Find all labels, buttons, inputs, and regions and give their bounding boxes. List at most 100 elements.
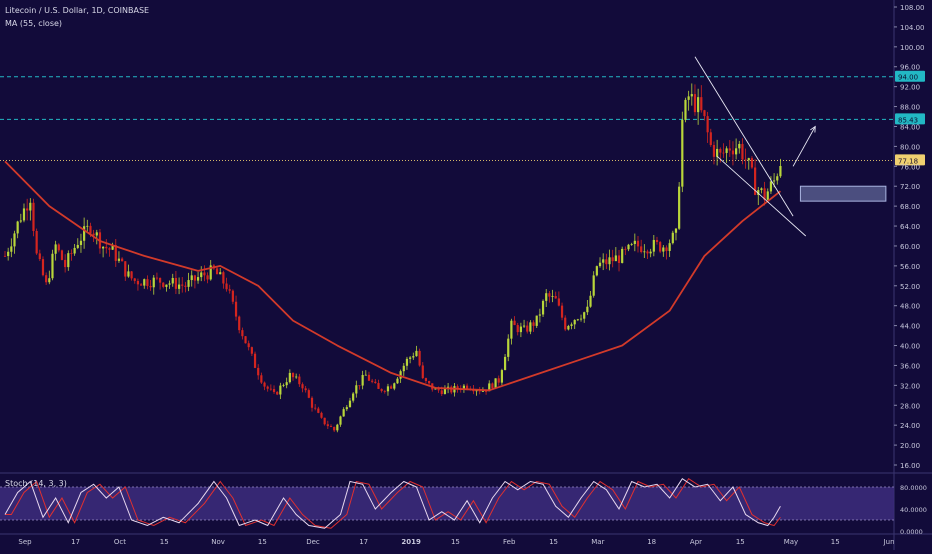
candle-body xyxy=(326,424,329,427)
candle-body xyxy=(548,293,551,297)
candle-body xyxy=(586,306,589,313)
candle-body xyxy=(409,357,412,359)
candle-body xyxy=(614,255,617,262)
candle-body xyxy=(557,298,560,306)
candle-body xyxy=(374,381,377,384)
candle-body xyxy=(51,253,54,279)
candle-body xyxy=(67,253,70,268)
candle-body xyxy=(215,268,219,275)
candle-body xyxy=(535,315,538,326)
candle-body xyxy=(152,277,155,288)
channel-line xyxy=(716,156,807,237)
candle-body xyxy=(124,261,127,277)
stoch-label: Stoch (14, 3, 3) xyxy=(5,479,67,488)
candle-body xyxy=(583,312,586,319)
candle-body xyxy=(500,370,504,383)
candle-body xyxy=(595,266,598,276)
candle-body xyxy=(102,246,105,249)
candle-body xyxy=(54,244,57,254)
candle-body xyxy=(396,378,399,384)
candle-body xyxy=(250,347,253,354)
price-tick-label: 92.00 xyxy=(900,84,920,92)
candle-body xyxy=(367,374,371,381)
candle-body xyxy=(725,148,728,153)
time-tick-label: 15 xyxy=(831,538,840,546)
candle-body xyxy=(405,358,409,366)
price-tick-label: 108.00 xyxy=(900,4,925,12)
price-tick-label: 76.00 xyxy=(900,163,920,171)
candle-body xyxy=(73,247,76,254)
price-tick-label: 88.00 xyxy=(900,104,920,112)
candle-body xyxy=(567,325,570,330)
candle-body xyxy=(241,330,244,337)
candle-body xyxy=(32,202,35,231)
stoch-tick-label: 0.0000 xyxy=(900,528,923,536)
time-tick-label: 15 xyxy=(258,538,267,546)
price-tick-label: 80.00 xyxy=(900,143,920,151)
candle-body xyxy=(545,293,548,301)
resistance-badge xyxy=(895,113,925,125)
candle-body xyxy=(579,318,583,320)
price-tick-label: 24.00 xyxy=(900,422,920,430)
candle-body xyxy=(206,275,209,280)
candle-body xyxy=(136,280,140,285)
candle-body xyxy=(269,388,272,390)
candle-body xyxy=(665,247,668,251)
price-tick-label: 84.00 xyxy=(900,123,920,131)
candle-body xyxy=(621,248,624,263)
candle-body xyxy=(117,258,121,261)
candle-body xyxy=(402,365,405,372)
candle-body xyxy=(551,295,554,297)
candle-body xyxy=(298,376,301,385)
candle-body xyxy=(399,371,402,379)
candle-body xyxy=(481,391,485,392)
candle-body xyxy=(570,324,573,326)
candle-body xyxy=(352,393,355,401)
candle-body xyxy=(260,375,263,383)
candle-body xyxy=(516,325,519,333)
candle-body xyxy=(602,259,605,263)
candle-body xyxy=(390,386,393,389)
candle-body xyxy=(589,295,592,307)
candle-body xyxy=(41,259,45,276)
candle-body xyxy=(342,409,345,417)
price-tick-label: 16.00 xyxy=(900,462,920,470)
price-tick-label: 56.00 xyxy=(900,263,920,271)
candle-body xyxy=(741,143,744,160)
price-tick-label: 96.00 xyxy=(900,64,920,72)
candle-body xyxy=(649,251,652,254)
time-tick-label: Oct xyxy=(114,538,126,546)
stoch-k-line xyxy=(4,478,781,529)
candle-body xyxy=(592,275,595,296)
stoch-band xyxy=(0,487,894,520)
candle-body xyxy=(257,367,260,376)
candle-body xyxy=(465,385,469,389)
candle-body xyxy=(282,385,285,386)
candle-body xyxy=(307,390,310,398)
candle-body xyxy=(177,284,181,289)
candle-body xyxy=(437,388,440,391)
candle-body xyxy=(769,181,773,192)
candle-body xyxy=(76,244,79,248)
ma-55-line xyxy=(4,160,781,392)
candle-body xyxy=(497,378,500,383)
candle-body xyxy=(627,244,630,250)
candle-body xyxy=(760,188,763,191)
stoch-d-line xyxy=(5,478,781,529)
candle-body xyxy=(529,322,532,332)
candle-body xyxy=(133,278,136,281)
price-tick-label: 104.00 xyxy=(900,24,925,32)
candle-body xyxy=(364,374,367,376)
candle-body xyxy=(716,148,719,157)
candle-body xyxy=(295,376,298,378)
candle-body xyxy=(662,247,665,252)
channel-line xyxy=(694,56,794,217)
candle-body xyxy=(26,208,29,211)
candle-body xyxy=(184,285,187,287)
candle-body xyxy=(19,220,22,222)
candle-body xyxy=(253,353,257,368)
candle-body xyxy=(709,132,712,146)
candle-body xyxy=(203,272,206,276)
